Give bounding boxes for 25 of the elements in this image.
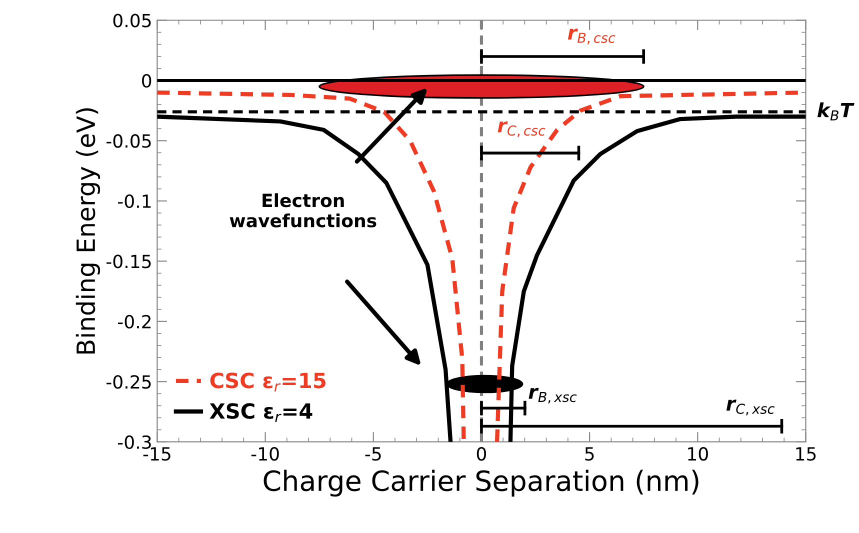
annotation: r$_{B,csc}$: [568, 28, 616, 44]
y-tick-label: -0.15: [106, 254, 151, 268]
y-tick-label: -0.25: [106, 375, 151, 389]
y-tick-label: -0.05: [106, 134, 151, 148]
y-tick-label: -0.3: [118, 435, 151, 449]
y-tick-label: 0: [142, 74, 152, 88]
y-tick-label: -0.1: [118, 194, 151, 208]
x-axis-title: Charge Carrier Separation (nm): [264, 470, 698, 497]
x-tick-label: 15: [796, 447, 816, 461]
x-tick-label: 0: [476, 447, 486, 461]
annotation: r$_{C,csc}$: [498, 121, 546, 138]
x-tick-label: 10: [688, 447, 708, 461]
annotation: Electron wavefunctions: [230, 193, 376, 228]
ref-line-label: k$_{B}$T: [817, 102, 854, 120]
annotation: r$_{B,xsc}$: [528, 388, 577, 404]
legend-label: CSC ε$_{r}$=15: [210, 372, 326, 392]
annotation: r$_{C,xsc}$: [726, 400, 775, 416]
y-axis-title: Binding Energy (eV): [76, 108, 100, 354]
x-tick-label: 5: [585, 447, 594, 461]
x-tick-label: -5: [365, 447, 381, 461]
y-tick-label: -0.2: [118, 314, 151, 329]
x-tick-label: -10: [251, 447, 279, 461]
x-tick-label: -15: [143, 447, 170, 461]
y-tick-label: 0.05: [113, 14, 151, 28]
legend-label: XSC ε$_{r}$=4: [210, 403, 312, 422]
